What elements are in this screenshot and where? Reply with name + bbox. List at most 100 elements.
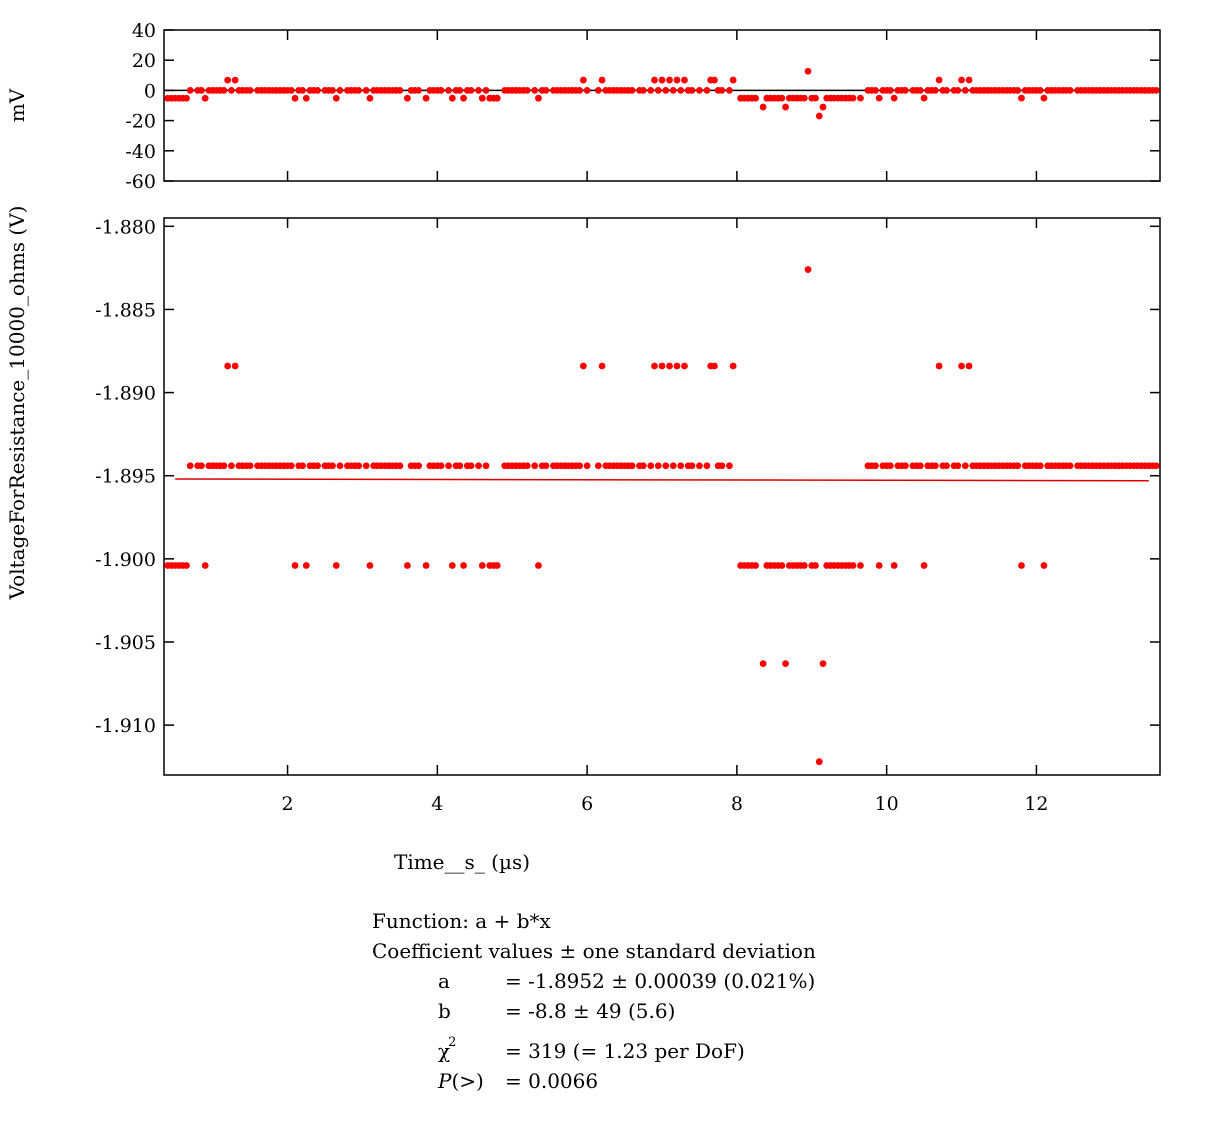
data-point: [1066, 462, 1074, 470]
data-point: [669, 462, 677, 470]
data-point: [460, 562, 467, 569]
data-point: [954, 462, 962, 470]
chi-squared-label: χ2: [438, 1035, 458, 1070]
coefficient-a-row: a = -1.8952 ± 0.00039 (0.021%): [372, 966, 932, 996]
residual-point: [332, 94, 340, 102]
data-point: [696, 462, 703, 470]
residual-point: [729, 76, 737, 84]
residual-point: [800, 94, 808, 102]
residuals-y-tick-label: -20: [125, 111, 156, 133]
data-point: [681, 362, 688, 370]
residuals-y-tick-label: -60: [125, 171, 156, 193]
residual-point: [819, 103, 827, 111]
residuals-y-ticks: 40 20 0 -20 -40 -60: [125, 20, 1160, 193]
residual-point: [804, 67, 812, 75]
data-y-tick-label: -1.890: [95, 383, 156, 405]
p-value: = 0.0066: [505, 1069, 599, 1093]
x-axis-label: Time__s_ (µs): [394, 850, 530, 874]
residual-point: [662, 87, 670, 94]
residual-point: [857, 94, 864, 102]
data-point: [804, 266, 812, 273]
residual-point: [456, 87, 464, 94]
data-y-tick-label: -1.910: [95, 715, 156, 737]
data-point: [662, 462, 670, 470]
data-y-tick-label: -1.880: [95, 216, 156, 238]
residual-point: [943, 87, 950, 94]
data-point: [302, 562, 310, 569]
data-point: [535, 562, 542, 569]
residuals-y-tick-label: 20: [132, 50, 156, 72]
residual-point: [482, 87, 490, 94]
data-point: [1152, 462, 1160, 470]
residual-point: [460, 94, 467, 102]
data-y-tick-label: -1.900: [95, 549, 156, 571]
data-point: [752, 562, 760, 569]
residual-point: [287, 87, 295, 94]
residuals-y-tick-label: 0: [144, 80, 156, 102]
data-point: [583, 462, 591, 470]
residual-point: [647, 87, 655, 94]
data-point: [729, 362, 737, 370]
data-point: [703, 462, 711, 470]
residual-point: [639, 87, 647, 94]
residual-point: [579, 76, 587, 84]
residual-point: [583, 87, 591, 94]
residual-point: [711, 76, 718, 84]
chi-squared-row: χ2 = 319 (= 1.23 per DoF): [372, 1035, 932, 1066]
data-point: [935, 362, 943, 370]
residual-point: [935, 76, 943, 84]
residual-point: [415, 87, 423, 94]
data-point: [931, 462, 939, 470]
data-point: [961, 462, 969, 470]
residual-point: [422, 94, 430, 102]
data-point: [815, 758, 823, 766]
coefficient-a-value: = -1.8952 ± 0.00039 (0.021%): [505, 969, 816, 993]
residual-point: [654, 87, 662, 94]
residual-point: [1014, 87, 1022, 94]
residual-point: [336, 87, 344, 94]
residual-point: [220, 87, 228, 94]
data-point: [478, 562, 486, 569]
residuals-y-tick-label: -40: [125, 141, 156, 163]
residual-point: [782, 103, 789, 111]
residual-point: [901, 87, 909, 94]
residual-point: [542, 87, 550, 94]
residuals-points: [164, 67, 1160, 120]
residual-point: [958, 76, 965, 84]
data-point: [329, 462, 336, 470]
data-point: [711, 362, 718, 370]
residual-point: [920, 94, 928, 102]
chi-superscript: 2: [448, 1035, 457, 1050]
coefficient-header: Coefficient values ± one standard deviat…: [372, 939, 816, 963]
residual-point: [681, 76, 688, 84]
residual-point: [1036, 87, 1044, 94]
data-point: [198, 462, 205, 470]
data-y-axis-label: VoltageForResistance_10000_ohms (V): [5, 206, 29, 601]
data-point: [396, 462, 404, 470]
residual-point: [965, 76, 973, 84]
data-point: [890, 562, 898, 569]
residual-point: [362, 87, 370, 94]
data-point: [448, 562, 456, 569]
data-point: [598, 362, 606, 370]
data-point: [872, 462, 879, 470]
residual-point: [931, 87, 939, 94]
residual-point: [815, 112, 823, 120]
data-point: [201, 562, 209, 569]
data-point: [800, 562, 808, 569]
residual-point: [954, 87, 962, 94]
data-point: [647, 462, 655, 470]
residual-point: [445, 87, 452, 94]
data-point: [531, 462, 539, 470]
residual-point: [916, 87, 924, 94]
data-point: [224, 362, 232, 370]
data-point: [403, 562, 411, 569]
x-tick-label: 8: [731, 793, 743, 815]
residual-point: [628, 87, 636, 94]
data-point: [688, 462, 696, 470]
data-point: [287, 462, 295, 470]
data-plot-frame: [163, 217, 1161, 776]
x-tick-label: 4: [431, 793, 443, 815]
data-point: [651, 362, 658, 370]
